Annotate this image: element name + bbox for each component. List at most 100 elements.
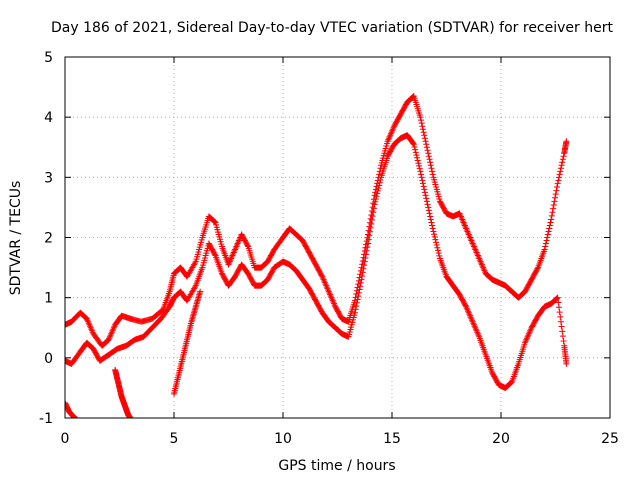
- data-point-fill: [244, 242, 251, 249]
- data-point-fill: [359, 273, 366, 280]
- data-point-fill: [428, 165, 435, 172]
- data-point-fill: [354, 296, 361, 303]
- data-point-fill: [78, 420, 84, 426]
- data-point-fill: [86, 429, 92, 435]
- data-point-fill: [368, 217, 375, 224]
- data-point-fill: [356, 286, 363, 293]
- data-point-fill: [426, 210, 433, 217]
- data-point-fill: [550, 202, 557, 209]
- data-point-fill: [413, 152, 420, 159]
- data-point-fill: [423, 195, 430, 202]
- data-point-fill: [85, 428, 91, 434]
- data-point: [410, 141, 417, 148]
- data-point-fill: [546, 222, 553, 229]
- data-point-fill: [211, 251, 218, 258]
- data-point-fill: [557, 313, 564, 320]
- data-point-fill: [507, 380, 514, 387]
- data-point-fill: [425, 153, 432, 160]
- data-point-fill: [376, 171, 383, 178]
- data-point-fill: [542, 240, 549, 247]
- data-point-fill: [363, 247, 370, 254]
- data-point-fill: [429, 168, 436, 175]
- data-point-fill: [431, 233, 438, 240]
- data-point-fill: [557, 168, 564, 175]
- data-point: [430, 228, 437, 235]
- data-point-fill: [83, 426, 89, 432]
- data-point-fill: [436, 252, 443, 259]
- data-point-fill: [82, 425, 88, 431]
- data-point-fill: [90, 436, 96, 442]
- data-point-fill: [429, 222, 436, 229]
- data-point-fill: [77, 420, 83, 426]
- data-point-fill: [412, 149, 419, 156]
- data-point-fill: [559, 333, 566, 340]
- data-point-fill: [416, 165, 423, 172]
- data-point-fill: [377, 165, 384, 172]
- data-point-fill: [362, 254, 369, 261]
- data-point-fill: [364, 244, 371, 251]
- y-tick-label: 2: [44, 231, 53, 247]
- data-point-fill: [414, 157, 421, 164]
- data-point: [127, 415, 134, 418]
- data-point-fill: [370, 205, 377, 212]
- data-point-fill: [555, 299, 562, 306]
- data-point-fill: [411, 143, 418, 150]
- data-point-fill: [557, 318, 564, 325]
- data-point-fill: [557, 165, 564, 172]
- data-point-fill: [355, 293, 362, 300]
- data-point-fill: [418, 120, 425, 127]
- data-point-fill: [424, 201, 431, 208]
- data-point: [84, 427, 90, 433]
- data-point-fill: [410, 140, 417, 147]
- data-point-fill: [552, 194, 559, 201]
- data-point-fill: [427, 162, 434, 169]
- x-tick-label: 0: [61, 431, 70, 447]
- data-point: [417, 168, 424, 175]
- data-point-fill: [357, 279, 364, 286]
- data-point: [358, 276, 365, 283]
- data-point-fill: [421, 189, 428, 196]
- data-point-fill: [76, 419, 82, 425]
- data-point-fill: [556, 309, 563, 316]
- data-point-fill: [552, 191, 559, 198]
- data-point-fill: [435, 250, 442, 257]
- data-point-fill: [434, 244, 441, 251]
- data-point-fill: [427, 216, 434, 223]
- data-point-fill: [376, 182, 383, 189]
- data-point-fill: [86, 430, 92, 436]
- data-point-fill: [377, 177, 384, 184]
- data-point-fill: [419, 180, 426, 187]
- data-point-fill: [367, 224, 374, 231]
- data-point-fill: [554, 295, 561, 302]
- data-point-fill: [359, 269, 366, 276]
- data-point-fill: [91, 437, 97, 443]
- data-point-fill: [76, 418, 82, 424]
- data-point-fill: [422, 138, 429, 145]
- data-point: [197, 288, 204, 295]
- data-point-fill: [80, 422, 86, 428]
- data-point-fill: [372, 198, 379, 205]
- data-point-fill: [81, 423, 87, 429]
- data-point-fill: [76, 419, 82, 425]
- data-point-fill: [426, 156, 433, 163]
- data-point-fill: [545, 228, 552, 235]
- data-point-fill: [559, 156, 566, 163]
- data-point-fill: [366, 232, 373, 239]
- data-point-fill: [556, 171, 563, 178]
- data-point-fill: [352, 306, 359, 313]
- data-point-fill: [87, 431, 93, 437]
- data-point-fill: [432, 236, 439, 243]
- data-point-fill: [462, 302, 469, 309]
- data-point-fill: [353, 303, 360, 310]
- data-point-fill: [423, 141, 430, 148]
- data-point-fill: [211, 218, 218, 225]
- data-point-fill: [78, 420, 84, 426]
- data-point: [554, 180, 561, 187]
- data-point-fill: [85, 429, 91, 435]
- data-point-fill: [374, 190, 381, 197]
- data-point-fill: [421, 132, 428, 139]
- data-point-fill: [553, 187, 560, 194]
- data-point-fill: [558, 162, 565, 169]
- data-point-fill: [419, 126, 426, 133]
- data-point-fill: [555, 174, 562, 181]
